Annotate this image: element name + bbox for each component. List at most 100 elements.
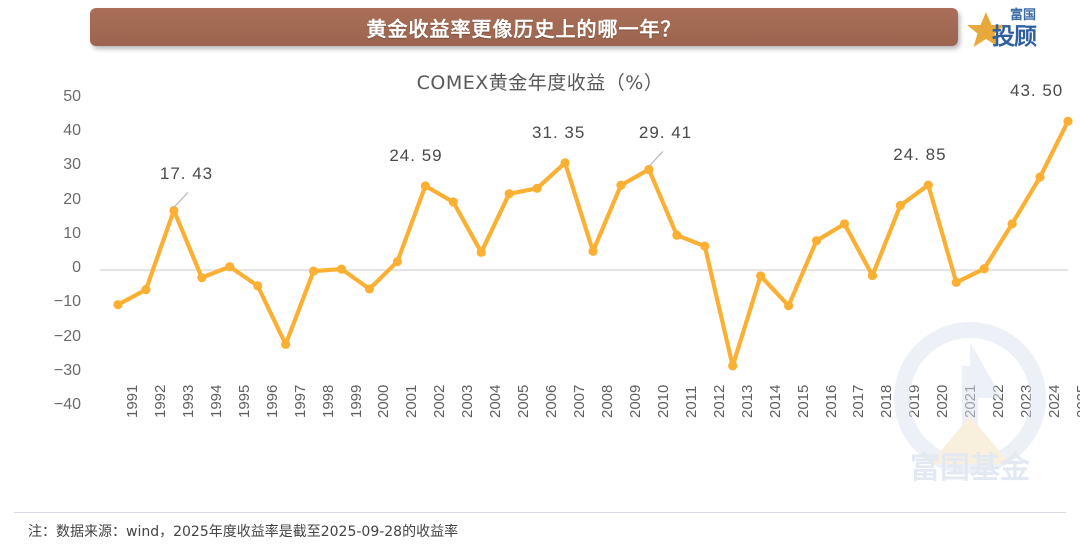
data-point <box>197 273 207 283</box>
x-axis-tick-label: 2012 <box>710 384 728 418</box>
data-label: 29. 41 <box>638 123 693 143</box>
x-axis-tick-label: 2009 <box>626 384 644 418</box>
data-point <box>923 180 933 190</box>
data-point <box>700 241 710 251</box>
brand-main-text: 投顾 <box>992 24 1037 50</box>
line-chart-svg <box>100 116 1073 371</box>
x-axis-tick-label: 2011 <box>682 385 700 418</box>
data-point <box>588 246 598 256</box>
footnote: 注：数据来源：wind，2025年度收益率是截至2025-09-28的收益率 <box>28 524 459 540</box>
data-point <box>895 200 905 211</box>
data-point <box>756 271 766 281</box>
data-point <box>113 300 123 310</box>
x-axis-tick-label: 2014 <box>766 384 784 418</box>
data-point <box>336 264 347 274</box>
x-axis-tick-label: 2010 <box>654 384 672 418</box>
x-axis-tick-label: 2022 <box>990 384 1008 418</box>
data-label: 24. 85 <box>893 145 947 165</box>
header: 黄金收益率更像历史上的哪一年？ 富国 投顾 <box>0 0 1080 58</box>
data-point <box>839 219 850 229</box>
x-axis-tick-label: 1991 <box>124 384 141 418</box>
data-point <box>364 284 375 294</box>
data-point <box>560 158 570 168</box>
data-point <box>504 189 514 199</box>
x-axis-tick-label: 1998 <box>319 384 337 418</box>
data-point <box>951 277 961 288</box>
data-point <box>476 247 486 257</box>
x-axis-tick-label: 2020 <box>934 384 952 418</box>
x-axis-tick-label: 2000 <box>375 384 393 418</box>
chart-plot-area: 50 40 30 20 10 0 −10 −20 −30 −40 1991 1992 1993 1994 1… <box>0 58 1080 498</box>
data-point <box>1007 219 1017 229</box>
x-axis-tick-label: 2018 <box>878 384 896 418</box>
data-point <box>308 266 319 276</box>
annotation-leader-line <box>173 192 189 208</box>
x-axis-tick-label: 2023 <box>1018 384 1036 418</box>
x-axis-tick-label: 2013 <box>738 384 756 418</box>
data-point <box>616 180 626 190</box>
star-icon <box>967 12 1005 47</box>
data-point <box>811 236 822 246</box>
x-axis-tick-label: 2015 <box>794 384 812 418</box>
footer-divider <box>14 512 1066 513</box>
y-axis-tick-label: −40 <box>53 396 81 413</box>
data-point <box>169 205 179 216</box>
y-axis-tick-label: 50 <box>63 88 81 105</box>
x-axis-tick-label: 1994 <box>207 384 225 418</box>
data-label: 43. 50 <box>1010 81 1064 101</box>
x-axis-tick-label: 1992 <box>151 384 169 418</box>
data-label: 17. 43 <box>159 164 214 184</box>
x-axis-tick-label: 1993 <box>179 384 197 418</box>
x-axis-tick-label: 1999 <box>347 384 365 418</box>
x-axis-tick-label: 1996 <box>263 384 281 418</box>
x-axis-tick-label: 1995 <box>235 384 253 418</box>
data-point <box>1063 116 1073 126</box>
page-title: 黄金收益率更像历史上的哪一年？ <box>366 16 682 41</box>
x-axis-tick-label: 2008 <box>599 384 616 418</box>
annotation-leader-line <box>648 151 664 167</box>
x-axis-tick-label: 2016 <box>822 384 840 418</box>
data-point <box>392 256 403 267</box>
chart-title: COMEX黄金年度收益（%） <box>416 72 664 94</box>
brand-logo: 富国 投顾 <box>966 2 1074 54</box>
y-axis-tick-label: 40 <box>63 122 81 140</box>
data-point <box>141 285 151 295</box>
data-point <box>253 281 263 291</box>
y-axis-tick-label: −20 <box>53 327 81 345</box>
title-banner: 黄金收益率更像历史上的哪一年？ <box>90 8 958 46</box>
data-point <box>281 339 291 349</box>
data-point <box>644 164 654 175</box>
data-point <box>783 301 794 311</box>
data-point <box>728 361 738 371</box>
y-axis-tick-label: −10 <box>53 293 81 311</box>
x-axis-tick-label: 2021 <box>962 384 980 418</box>
x-axis-tick-label: 2002 <box>431 384 449 418</box>
x-axis-tick-label: 2025 <box>1074 384 1080 418</box>
x-axis-tick-label: 2019 <box>906 384 924 418</box>
x-axis-tick-label: 2001 <box>403 384 421 418</box>
chart-container: COMEX黄金年度收益（%） 50 40 30 20 10 0 −10 −20 −30 −40 19… <box>0 58 1080 498</box>
x-axis-tick-label: 2024 <box>1046 384 1064 418</box>
data-point <box>532 183 542 193</box>
y-axis-tick-label: 10 <box>63 224 81 242</box>
data-point <box>420 181 430 191</box>
data-point <box>672 230 682 240</box>
data-point <box>867 270 878 281</box>
y-axis-tick-label: −30 <box>53 361 81 379</box>
x-axis-tick-label: 2003 <box>459 384 477 418</box>
data-label: 24. 59 <box>389 145 443 165</box>
data-point <box>225 262 235 272</box>
data-label: 31. 35 <box>532 122 586 142</box>
data-point <box>448 197 458 207</box>
data-point <box>979 264 989 274</box>
y-axis-tick-label: 20 <box>63 190 81 208</box>
x-axis-tick-label: 2004 <box>487 384 505 418</box>
y-axis-tick-label: 30 <box>63 156 81 174</box>
y-axis-tick-label: 0 <box>72 259 81 277</box>
x-axis-tick-label: 2005 <box>515 384 533 418</box>
x-axis-tick-label: 2007 <box>571 384 589 418</box>
x-axis-tick-label: 2017 <box>850 384 868 418</box>
x-axis-tick-label: 2006 <box>543 384 561 418</box>
x-axis-tick-label: 1997 <box>291 384 309 418</box>
